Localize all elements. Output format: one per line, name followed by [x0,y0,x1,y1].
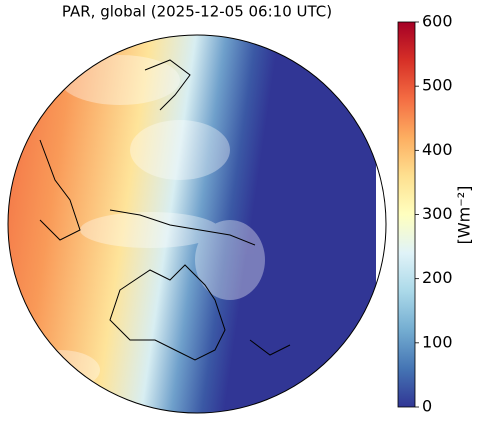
title: PAR, global (2025-12-05 06:10 UTC) [62,3,332,21]
clouds [20,55,265,390]
colorbar [397,21,416,408]
globe-outline [7,34,387,414]
colorbar-label: [Wm⁻²] [455,186,474,245]
tick-label: 0 [422,397,432,416]
tick-label: 600 [422,12,453,31]
par-field [8,35,376,413]
tick-label: 500 [422,76,453,95]
tick-label: 300 [422,204,453,223]
tick-label: 200 [422,268,453,287]
coastlines [39,59,291,361]
tick-label: 100 [422,332,453,351]
globe [8,35,376,413]
colorbar-ticks: 0 100 200 300 400 500 600 [415,12,453,416]
tick-label: 400 [422,140,453,159]
